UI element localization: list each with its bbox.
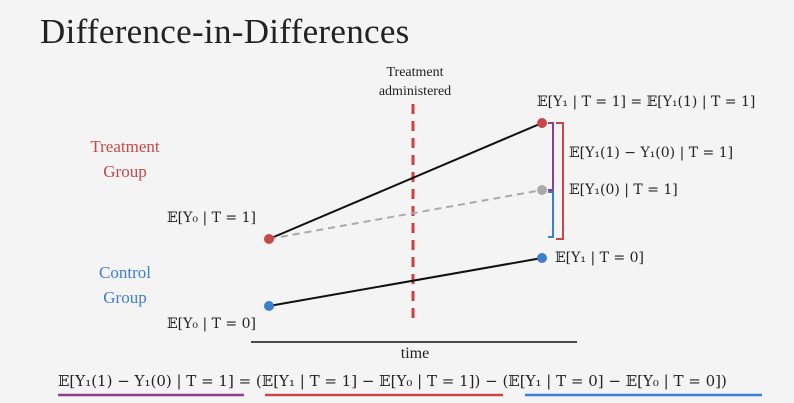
treat-post-point [537, 118, 547, 128]
page-title: Difference-in-Differences [40, 12, 410, 51]
control-post-point [537, 253, 547, 263]
counterfactual-bracket [548, 191, 554, 238]
counterfactual-point [537, 185, 547, 195]
control-pre-point [264, 301, 274, 311]
treat-post-label: 𝔼[Y₁ | T = 1] = 𝔼[Y₁(1) | T = 1] [537, 94, 756, 110]
equation-term2: (𝔼[Y₁ | T = 0] − 𝔼[Y₀ | T = 0]) [502, 372, 727, 390]
control-group-line1: Control [99, 263, 151, 282]
total-bracket [556, 122, 564, 240]
treatment-group-line1: Treatment [90, 137, 160, 156]
treatment-note-line1: Treatment [386, 65, 444, 80]
effect-bracket [548, 122, 554, 191]
treat-pre-point [264, 234, 274, 244]
treatment-group-line2: Group [103, 162, 147, 181]
equation-minus: − [480, 372, 503, 390]
counterfactual-trend-line [268, 189, 543, 240]
did-equation: 𝔼[Y₁(1) − Y₁(0) | T = 1] = (𝔼[Y₁ | T = 1… [58, 372, 727, 390]
effect-label: 𝔼[Y₁(1) − Y₁(0) | T = 1] [569, 145, 734, 161]
treatment-administered-label: Treatment administered [370, 63, 460, 101]
time-axis-label: time [400, 345, 430, 362]
control-group-label: Control Group [70, 260, 180, 310]
control-post-label: 𝔼[Y₁ | T = 0] [555, 250, 644, 266]
equation-term1: (𝔼[Y₁ | T = 1] − 𝔼[Y₀ | T = 1]) [255, 372, 481, 390]
control-trend-line [268, 257, 543, 307]
equation-equals: = [233, 372, 256, 390]
control-pre-label: 𝔼[Y₀ | T = 0] [167, 316, 256, 332]
counterfactual-label: 𝔼[Y₁(0) | T = 1] [569, 182, 678, 198]
treatment-note-line2: administered [378, 84, 452, 99]
treat-pre-label: 𝔼[Y₀ | T = 1] [167, 210, 256, 226]
equation-lhs: 𝔼[Y₁(1) − Y₁(0) | T = 1] [58, 372, 234, 390]
control-group-line2: Group [103, 288, 147, 307]
treatment-group-label: Treatment Group [70, 134, 180, 184]
treatment-trend-line [268, 122, 543, 240]
